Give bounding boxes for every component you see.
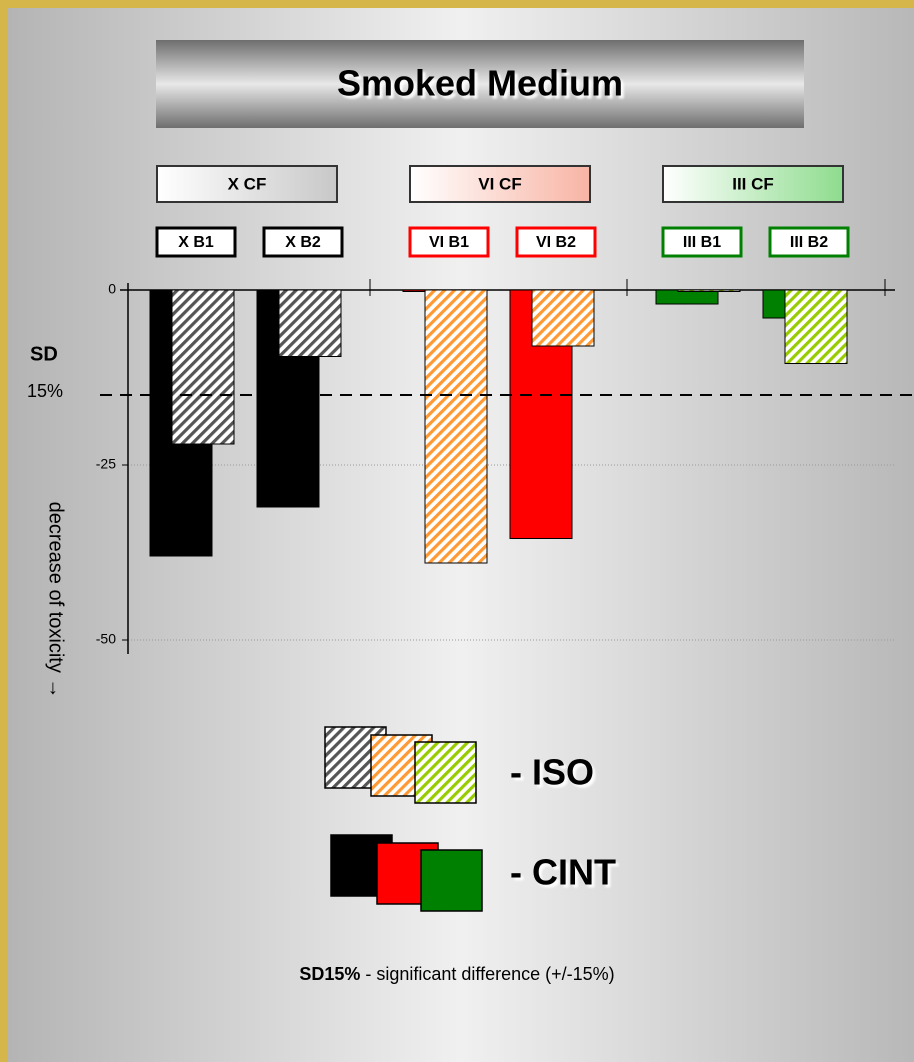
bar xyxy=(531,289,595,347)
x-tick-label: X B2 xyxy=(285,234,321,251)
group-label: X CF xyxy=(228,174,267,193)
x-tick-label: X B1 xyxy=(178,234,214,251)
bar xyxy=(171,289,235,445)
legend-label: - CINT xyxy=(510,852,616,893)
category-box xyxy=(768,226,850,258)
bar xyxy=(655,289,719,305)
footnote-bold: SD15% xyxy=(299,964,360,984)
group-label: III CF xyxy=(732,174,774,193)
legend-label: - ISO xyxy=(510,752,594,793)
category-box xyxy=(408,226,490,258)
group-box xyxy=(156,165,338,203)
footnote-text: - significant difference (+/-15%) xyxy=(360,964,614,984)
y-tick-label: -50 xyxy=(96,631,116,647)
x-tick-label: VI B1 xyxy=(429,234,469,251)
group-box xyxy=(662,165,844,203)
legend-swatch xyxy=(414,741,477,804)
bar xyxy=(424,289,488,564)
bar xyxy=(677,289,741,292)
title-box xyxy=(156,40,804,128)
y-tick-label: -25 xyxy=(96,456,116,472)
footnote: SD15% - significant difference (+/-15%) xyxy=(299,964,614,984)
group-label: VI CF xyxy=(478,174,521,193)
x-tick-label: III B2 xyxy=(790,234,828,251)
x-tick-label: III B1 xyxy=(683,234,721,251)
category-box xyxy=(155,226,237,258)
threshold-name: SD xyxy=(30,343,58,365)
legend-swatch xyxy=(420,849,483,912)
bar xyxy=(784,289,848,364)
y-axis-label: decrease of toxicity → xyxy=(45,502,67,699)
category-box xyxy=(661,226,743,258)
group-box xyxy=(409,165,591,203)
category-box xyxy=(262,226,344,258)
bar xyxy=(278,289,342,357)
category-box xyxy=(515,226,597,258)
y-tick-label: 0 xyxy=(108,281,116,297)
threshold-label: 15% xyxy=(27,381,63,401)
x-tick-label: VI B2 xyxy=(536,234,576,251)
chart-title: Smoked Medium xyxy=(337,63,623,104)
